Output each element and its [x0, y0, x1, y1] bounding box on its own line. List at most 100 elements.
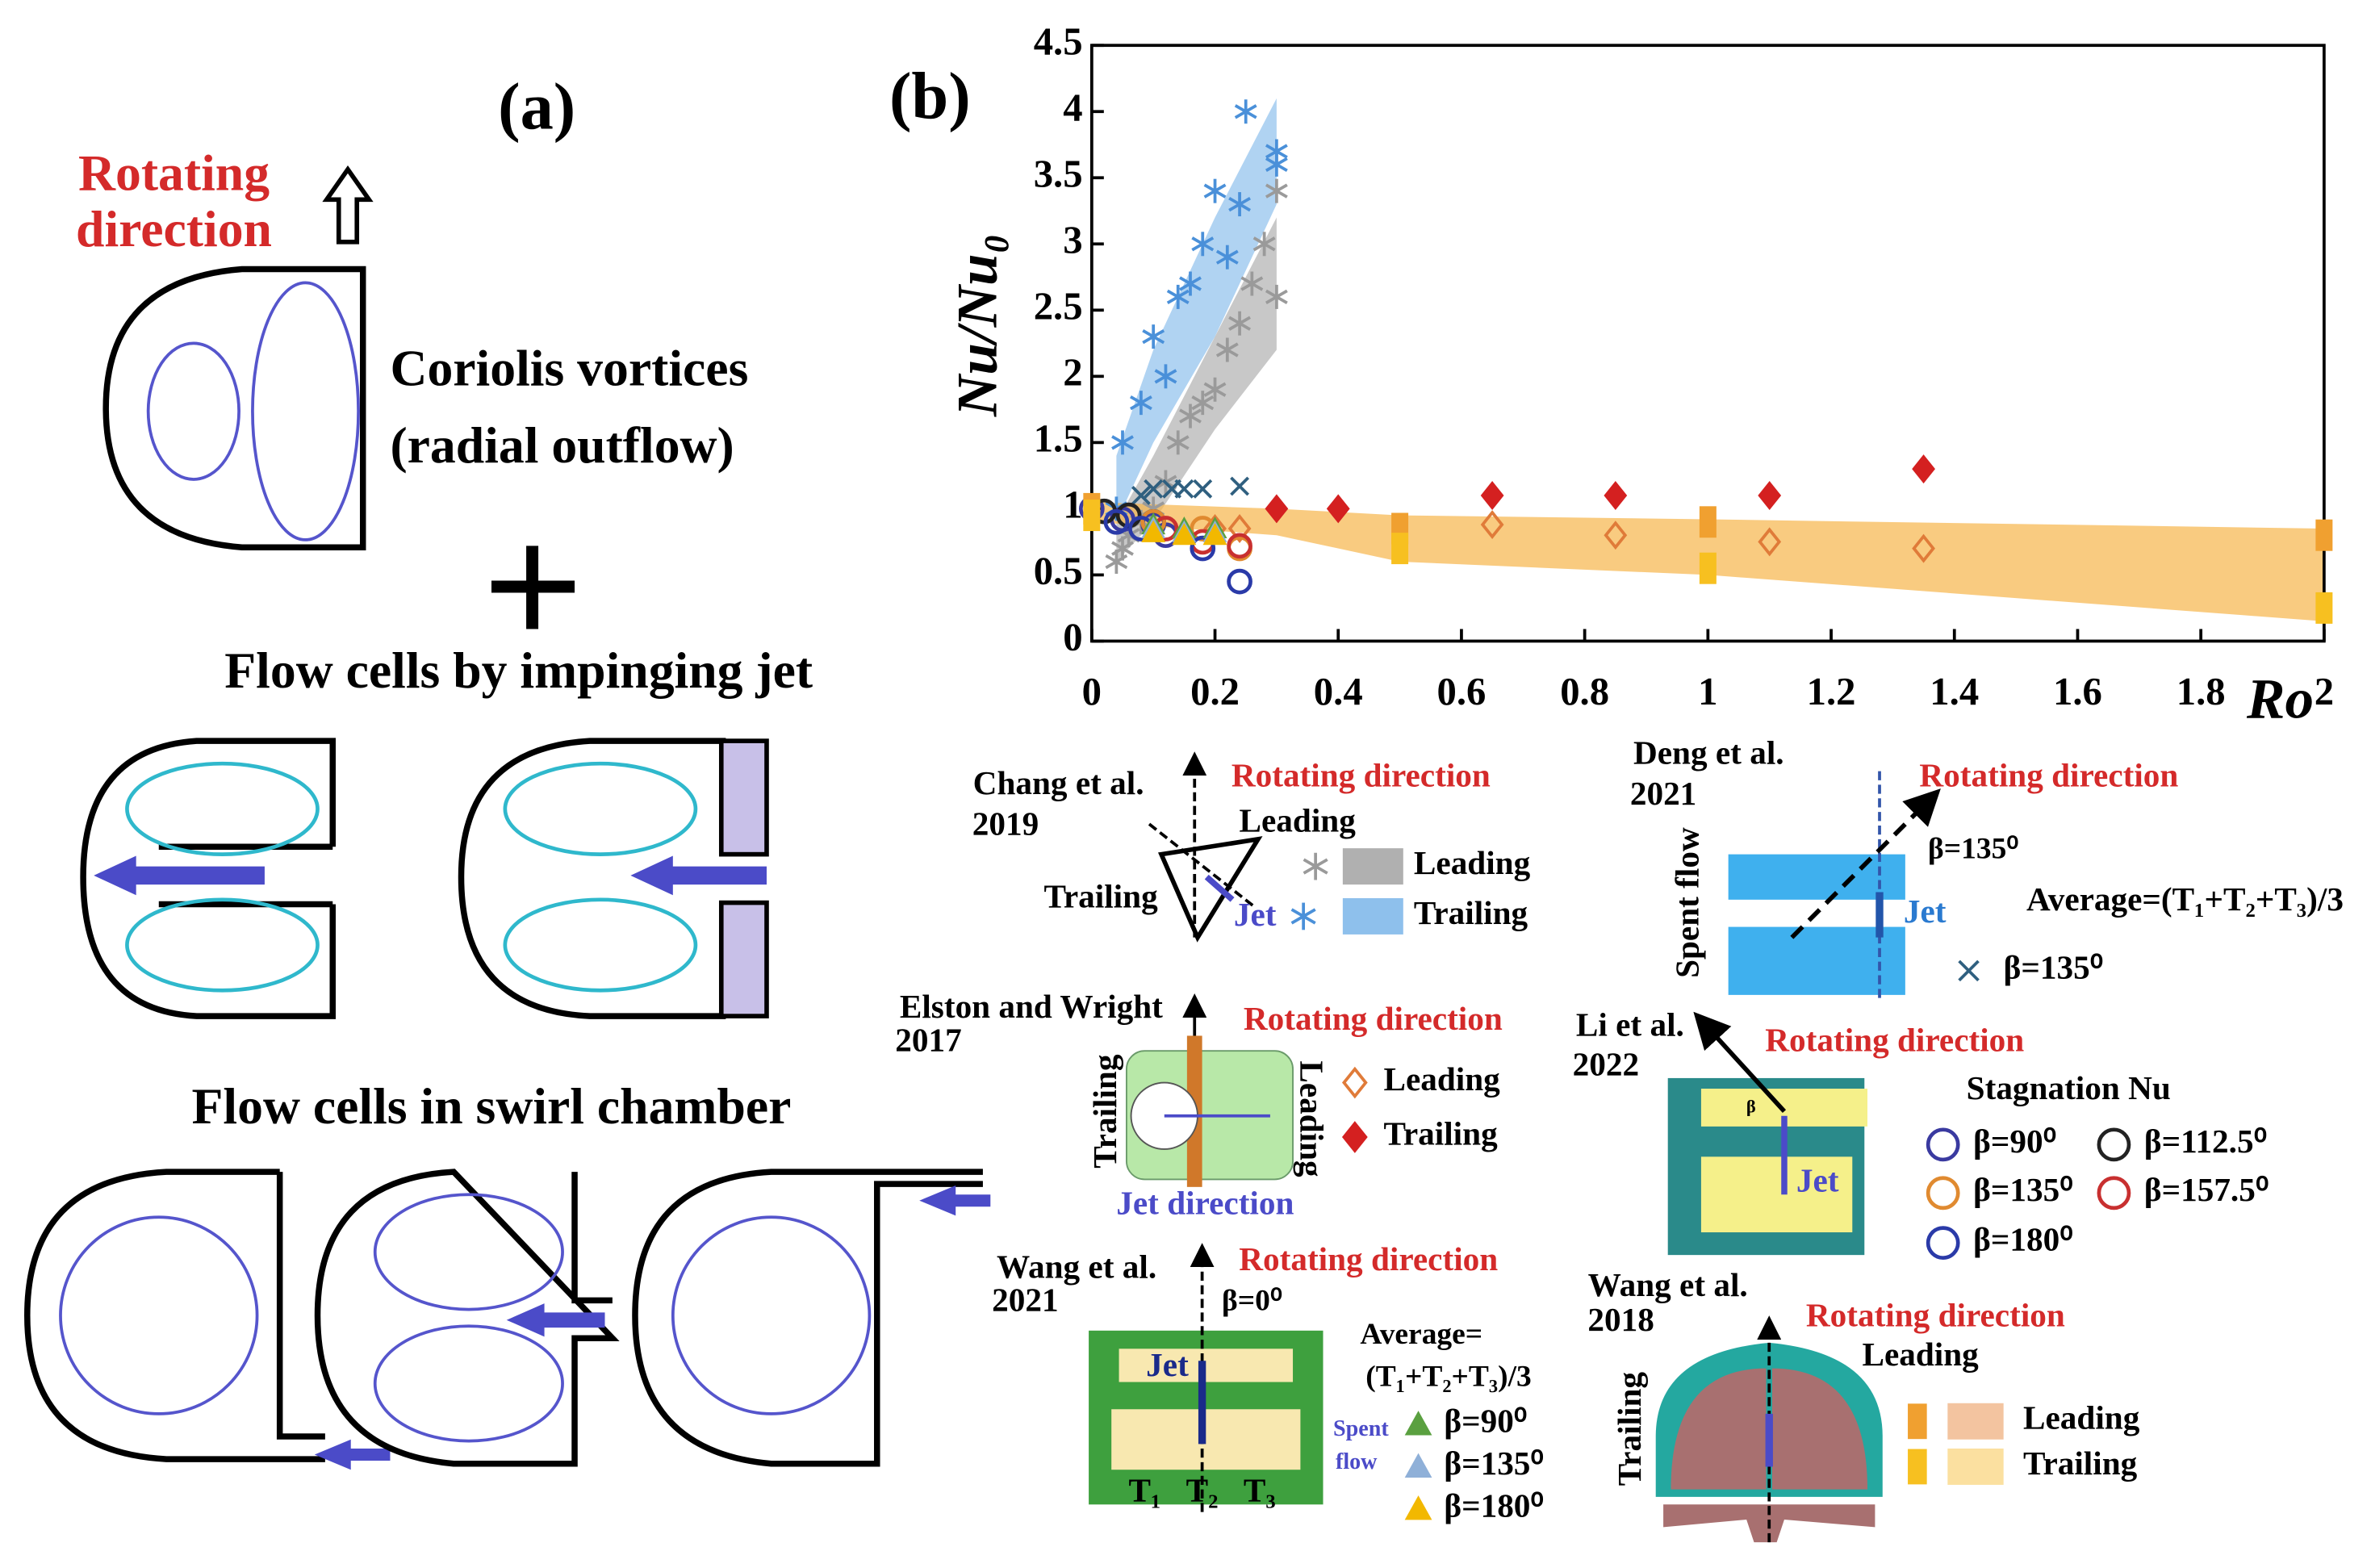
legend-item: Trailing: [1341, 1114, 1498, 1153]
legend-label: β=157.5⁰: [2144, 1171, 2269, 1208]
legend-swatch: [1947, 1403, 2004, 1440]
face-label: Leading: [1293, 1060, 1330, 1177]
point: [1240, 271, 1264, 296]
legend-label: β=135⁰: [2004, 948, 2104, 985]
point-stroke: [1290, 908, 1316, 925]
point: [1111, 430, 1134, 455]
point: [2097, 1127, 2131, 1162]
direction-line: [1790, 788, 1941, 939]
point-stroke: [1265, 183, 1288, 199]
channel-outline: [458, 738, 726, 1019]
point: [1179, 271, 1202, 296]
point: [1142, 324, 1165, 349]
point-stroke: [1193, 479, 1213, 499]
arrow-icon: [322, 165, 374, 245]
panel-label: (b): [889, 59, 971, 132]
legend-label: β=135⁰: [1973, 1171, 2073, 1208]
point: [1202, 523, 1227, 546]
point-stroke: [1252, 236, 1276, 252]
study-label: Chang et al.: [973, 764, 1144, 801]
x-tick-label: 0.4: [1314, 670, 1363, 713]
legend-label: β=112.5⁰: [2144, 1123, 2267, 1160]
point: [1203, 178, 1227, 203]
point: [1129, 391, 1152, 416]
jet-arrow: [506, 1303, 605, 1337]
point: [1230, 476, 1250, 496]
point-stroke: [1958, 960, 1980, 982]
study-label: Wang et al.: [1588, 1266, 1748, 1303]
chamber-outline: [314, 1169, 620, 1467]
point: [1265, 494, 1289, 524]
x-tick-label: 1.2: [1807, 670, 1856, 713]
point-stroke: [1142, 329, 1165, 345]
direction-line: [1693, 1011, 1787, 1114]
point: [1265, 284, 1288, 309]
point-stroke: [1215, 342, 1239, 358]
legend-item: β=135⁰: [1926, 1171, 2073, 1210]
point-stroke: [1131, 486, 1151, 505]
point-stroke: [1174, 479, 1194, 499]
y-tick-label: 3.5: [1034, 152, 1083, 195]
jet-label: Jet direction: [1116, 1185, 1294, 1222]
point: [1604, 480, 1628, 510]
study-label: 2021: [992, 1282, 1058, 1319]
legend-label: β=90⁰: [1973, 1123, 2056, 1160]
legend-label: Trailing: [1383, 1114, 1498, 1152]
study-label: Elston and Wright: [900, 988, 1163, 1025]
legend-label: β=180⁰: [1444, 1486, 1544, 1524]
point: [1926, 1176, 1960, 1210]
point-stroke: [1179, 408, 1202, 424]
point: [1326, 494, 1350, 524]
axis-line: [1148, 822, 1257, 909]
vortex: [59, 1215, 259, 1415]
y-tick-label: 4: [1063, 86, 1082, 129]
legend-item: β=157.5⁰: [2097, 1171, 2269, 1210]
caption: (radial outflow): [390, 416, 734, 474]
jet-arrow: [1204, 874, 1235, 902]
point: [1172, 523, 1197, 546]
x-tick-label: 0: [1082, 670, 1102, 713]
point: [1404, 1495, 1432, 1520]
point-stroke: [1265, 144, 1288, 159]
point: [2097, 1176, 2131, 1210]
flow-cell: [125, 761, 320, 856]
x-tick-label: 0.8: [1560, 670, 1609, 713]
region-label: T₃: [1244, 1472, 1276, 1509]
formula: (T₁+T₂+T₃)/3: [1365, 1360, 1531, 1393]
point: [1758, 527, 1782, 557]
caption: Flow cells in swirl chamber: [192, 1077, 792, 1135]
chamber-outline: [632, 1169, 983, 1467]
rotating-label: Rotating direction: [1239, 1240, 1498, 1277]
rotating-label: direction: [76, 200, 272, 257]
legend-item: Leading: [1303, 844, 1531, 885]
point-stroke: [1203, 382, 1227, 397]
point: [1234, 99, 1257, 124]
study-label: 2019: [972, 805, 1039, 842]
x-tick-label: 1.6: [2053, 670, 2102, 713]
point-stroke: [1129, 395, 1152, 411]
rotating-label: Rotating direction: [1231, 756, 1491, 793]
flow-cell: [125, 897, 320, 993]
legend-item: β=180⁰: [1404, 1486, 1544, 1524]
legend-item: β=180⁰: [1926, 1221, 2073, 1261]
rotating-label: Rotating direction: [1765, 1021, 2024, 1058]
x-tick-label: 1: [1698, 670, 1717, 713]
point: [1203, 377, 1227, 402]
point: [1912, 533, 1935, 563]
angle-label: β: [1746, 1097, 1756, 1117]
plate: [718, 738, 769, 857]
y-tick-label: 1: [1063, 483, 1082, 527]
point: [1215, 337, 1239, 362]
plus-icon: [526, 546, 539, 629]
point: [1227, 568, 1252, 595]
caption: Coriolis vortices: [390, 339, 748, 396]
vortex: [146, 341, 240, 481]
point: [1341, 1121, 1368, 1153]
legend-item: β=135⁰: [1404, 1445, 1544, 1482]
point: [1958, 960, 1980, 982]
point-stroke: [1303, 858, 1328, 875]
point: [1103, 508, 1130, 535]
point-stroke: [1179, 276, 1202, 291]
point-stroke: [1191, 395, 1215, 411]
